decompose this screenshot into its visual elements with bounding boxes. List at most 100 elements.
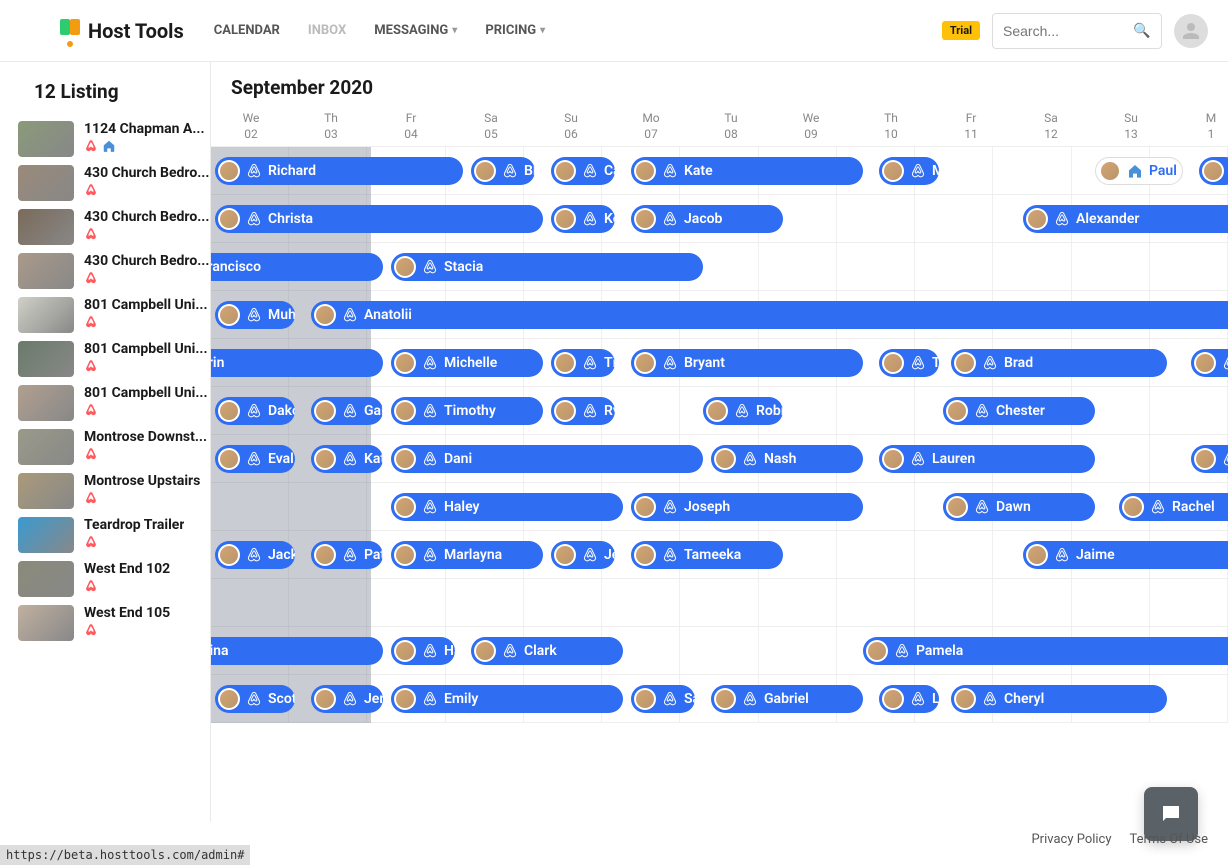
booking-pill[interactable]: [1199, 157, 1228, 185]
day-column[interactable]: Fr04: [371, 107, 451, 146]
booking-pill[interactable]: Pamela: [863, 637, 1228, 665]
booking-pill[interactable]: Jaime: [1023, 541, 1228, 569]
booking-pill[interactable]: Ma: [879, 157, 939, 185]
guest-name: Lauren: [932, 451, 975, 467]
guest-avatar: [218, 304, 240, 326]
booking-pill[interactable]: Timothy: [391, 397, 543, 425]
booking-pill[interactable]: Pat: [311, 541, 383, 569]
booking-pill[interactable]: Chester: [943, 397, 1095, 425]
booking-pill[interactable]: Dako: [215, 397, 295, 425]
day-column[interactable]: M1: [1171, 107, 1228, 146]
booking-pill[interactable]: Joseph: [631, 493, 863, 521]
booking-pill[interactable]: Jacob: [631, 205, 783, 233]
booking-pill[interactable]: Erin: [210, 349, 383, 377]
booking-pill[interactable]: Tameeka: [631, 541, 783, 569]
day-column[interactable]: We02: [211, 107, 291, 146]
airbnb-icon: [84, 315, 98, 329]
booking-pill[interactable]: Emily: [391, 685, 623, 713]
listing-item[interactable]: 430 Church Bedro...: [18, 253, 210, 289]
booking-pill[interactable]: Eval: [215, 445, 295, 473]
day-column[interactable]: Su06: [531, 107, 611, 146]
nav-calendar[interactable]: CALENDAR: [214, 23, 280, 38]
listing-thumb: [18, 473, 74, 509]
booking-pill[interactable]: Richard: [215, 157, 463, 185]
booking-pill[interactable]: [1191, 445, 1228, 473]
listing-item[interactable]: 1124 Chapman A...: [18, 121, 210, 157]
booking-pill[interactable]: Francisco: [210, 253, 383, 281]
booking-pill[interactable]: Bryant: [631, 349, 863, 377]
booking-pill[interactable]: [1191, 349, 1228, 377]
listing-item[interactable]: 430 Church Bedro...: [18, 165, 210, 201]
booking-pill[interactable]: Gabriel: [711, 685, 863, 713]
booking-pill[interactable]: Brad: [951, 349, 1167, 377]
booking-pill[interactable]: Robi: [703, 397, 783, 425]
booking-pill[interactable]: Kat: [311, 445, 383, 473]
listing-item[interactable]: Teardrop Trailer: [18, 517, 210, 553]
booking-pill[interactable]: Christa: [215, 205, 543, 233]
booking-pill[interactable]: Rachel: [1119, 493, 1228, 521]
day-column[interactable]: Th03: [291, 107, 371, 146]
booking-pill[interactable]: Ter: [879, 349, 939, 377]
booking-pill[interactable]: Cheryl: [951, 685, 1167, 713]
booking-pill[interactable]: Lauren: [879, 445, 1095, 473]
booking-pill[interactable]: Car: [551, 157, 615, 185]
nav-inbox[interactable]: INBOX: [308, 23, 346, 38]
booking-pill[interactable]: Clark: [471, 637, 623, 665]
booking-pill[interactable]: Hal: [391, 637, 455, 665]
booking-pill[interactable]: Stacia: [391, 253, 703, 281]
booking-pill[interactable]: Lyd: [879, 685, 939, 713]
listing-item[interactable]: 801 Campbell Uni...: [18, 341, 210, 377]
booking-pill[interactable]: Scot: [215, 685, 295, 713]
listing-item[interactable]: West End 102: [18, 561, 210, 597]
day-column[interactable]: Fr11: [931, 107, 1011, 146]
privacy-link[interactable]: Privacy Policy: [1031, 832, 1111, 847]
booking-pill[interactable]: Gina: [210, 637, 383, 665]
booking-pill[interactable]: Marlayna: [391, 541, 543, 569]
booking-pill[interactable]: Gab: [311, 397, 383, 425]
guest-name: Nash: [764, 451, 796, 467]
listing-item[interactable]: 801 Campbell Uni...: [18, 385, 210, 421]
booking-pill[interactable]: Jef: [551, 541, 615, 569]
booking-pill[interactable]: Muh: [215, 301, 295, 329]
search-input[interactable]: [1003, 23, 1133, 39]
booking-pill[interactable]: Bla: [471, 157, 535, 185]
day-column[interactable]: Th10: [851, 107, 931, 146]
booking-pill[interactable]: Dani: [391, 445, 703, 473]
trial-badge[interactable]: Trial: [942, 21, 980, 40]
terms-link[interactable]: Terms Of Use: [1130, 832, 1208, 847]
booking-pill[interactable]: Haley: [391, 493, 623, 521]
booking-pill[interactable]: Ker: [551, 205, 615, 233]
search-icon[interactable]: 🔍: [1133, 23, 1150, 39]
airbnb-icon: [662, 499, 678, 515]
nav-messaging[interactable]: MESSAGING▾: [374, 23, 457, 38]
booking-pill[interactable]: Jack: [215, 541, 295, 569]
user-avatar[interactable]: [1174, 14, 1208, 48]
booking-pill[interactable]: Kate: [631, 157, 863, 185]
listing-item[interactable]: West End 105: [18, 605, 210, 641]
logo[interactable]: Host Tools: [60, 19, 184, 43]
booking-pill[interactable]: Michelle: [391, 349, 543, 377]
day-column[interactable]: Sa12: [1011, 107, 1091, 146]
day-column[interactable]: Su13: [1091, 107, 1171, 146]
day-column[interactable]: Mo07: [611, 107, 691, 146]
booking-pill[interactable]: Nash: [711, 445, 863, 473]
booking-pill[interactable]: Sar: [631, 685, 695, 713]
booking-pill[interactable]: Tim: [551, 349, 615, 377]
booking-pill[interactable]: Rya: [551, 397, 615, 425]
listing-item[interactable]: 430 Church Bedro...: [18, 209, 210, 245]
booking-pill[interactable]: Dawn: [943, 493, 1095, 521]
day-column[interactable]: We09: [771, 107, 851, 146]
nav-pricing[interactable]: PRICING▾: [485, 23, 545, 38]
guest-name: Michelle: [444, 355, 497, 371]
day-column[interactable]: Sa05: [451, 107, 531, 146]
listing-item[interactable]: 801 Campbell Uni...: [18, 297, 210, 333]
listing-item[interactable]: Montrose Upstairs: [18, 473, 210, 509]
listing-name: West End 105: [84, 605, 170, 621]
booking-pill[interactable]: Alexander: [1023, 205, 1228, 233]
booking-pill[interactable]: Paul: [1095, 157, 1183, 185]
listing-item[interactable]: Montrose Downst...: [18, 429, 210, 465]
booking-pill[interactable]: Jer: [311, 685, 383, 713]
day-column[interactable]: Tu08: [691, 107, 771, 146]
guest-name: Dawn: [996, 499, 1031, 515]
booking-pill[interactable]: Anatolii: [311, 301, 1228, 329]
